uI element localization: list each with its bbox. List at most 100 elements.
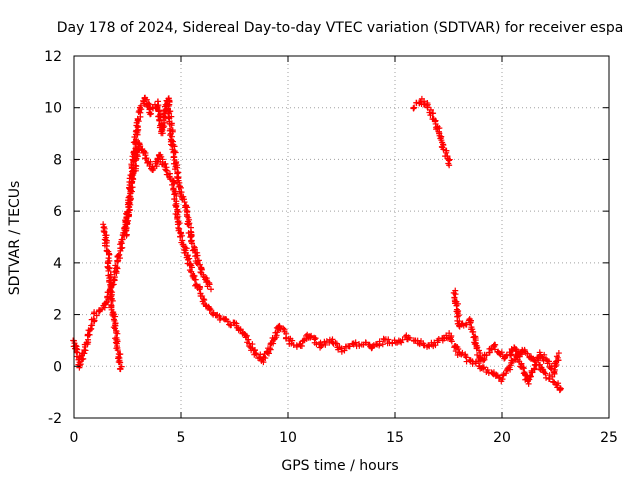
data-point: [189, 240, 196, 247]
data-point: [491, 343, 498, 350]
data-point: [159, 123, 166, 130]
data-point: [533, 361, 540, 368]
data-point: [172, 166, 179, 173]
data-point: [159, 130, 166, 137]
data-point: [484, 366, 491, 373]
data-point: [230, 319, 237, 326]
data-point: [411, 104, 418, 111]
data-point: [100, 227, 107, 234]
data-point: [143, 155, 150, 162]
data-point: [499, 376, 506, 383]
data-point: [113, 264, 120, 271]
data-point: [267, 346, 274, 353]
data-point: [193, 281, 200, 288]
data-point: [188, 237, 195, 244]
data-point: [117, 351, 124, 358]
axis-ticks: [73, 55, 610, 419]
data-point: [520, 365, 527, 372]
data-point: [165, 103, 172, 110]
data-point: [480, 365, 487, 372]
data-point: [158, 153, 165, 160]
data-point: [245, 336, 252, 343]
data-point: [555, 350, 562, 357]
data-point: [531, 365, 538, 372]
data-point: [198, 266, 205, 273]
data-point: [446, 156, 453, 163]
data-point: [557, 385, 564, 392]
data-point: [260, 359, 267, 366]
data-point: [435, 335, 442, 342]
data-point: [168, 122, 175, 129]
data-point: [341, 347, 348, 354]
data-point: [185, 221, 192, 228]
data-point: [459, 320, 466, 327]
data-point: [489, 370, 496, 377]
data-point: [541, 351, 548, 358]
data-point: [77, 361, 84, 368]
data-point: [175, 208, 182, 215]
plot-frame: [73, 55, 610, 419]
data-point: [183, 245, 190, 252]
data-point: [170, 153, 177, 160]
data-point: [193, 282, 200, 289]
y-tick-label: 6: [53, 204, 62, 220]
data-point: [443, 149, 450, 156]
data-point: [177, 233, 184, 240]
x-tick-label: 15: [386, 430, 404, 446]
data-point: [260, 353, 267, 360]
data-point: [137, 102, 144, 109]
data-point: [437, 135, 444, 142]
data-point: [177, 229, 184, 236]
data-point: [246, 343, 253, 350]
data-point: [140, 98, 147, 105]
x-tick-label: 10: [279, 430, 297, 446]
data-point: [134, 153, 141, 160]
data-point: [453, 308, 460, 315]
data-point: [543, 374, 550, 381]
data-point: [126, 200, 133, 207]
data-point: [252, 350, 259, 357]
data-points: [70, 94, 564, 394]
data-point: [227, 322, 234, 329]
data-point: [188, 264, 195, 271]
data-point: [289, 337, 296, 344]
data-point: [385, 336, 392, 343]
data-point: [114, 347, 121, 354]
data-point: [88, 322, 95, 329]
data-point: [172, 149, 179, 156]
data-point: [280, 325, 287, 332]
data-point: [524, 350, 531, 357]
data-point: [446, 162, 453, 169]
data-point: [116, 365, 123, 372]
y-axis-title: SDTVAR / TECUs: [7, 181, 23, 296]
data-point: [187, 234, 194, 241]
data-point: [110, 324, 117, 331]
data-point: [169, 181, 176, 188]
grid-lines: [74, 56, 609, 418]
data-point: [112, 339, 119, 346]
data-point: [376, 338, 383, 345]
data-point: [467, 319, 474, 326]
data-point: [498, 349, 505, 356]
data-point: [474, 351, 481, 358]
data-point: [137, 143, 144, 150]
data-point: [191, 246, 198, 253]
data-point: [207, 286, 214, 293]
data-point: [107, 273, 114, 280]
data-point: [114, 265, 121, 272]
data-point: [129, 170, 136, 177]
data-point: [193, 252, 200, 259]
data-point: [448, 338, 455, 345]
data-point: [517, 363, 524, 370]
data-point: [452, 291, 459, 298]
data-point: [312, 335, 319, 342]
data-point: [508, 351, 515, 358]
data-point: [196, 286, 203, 293]
data-point: [455, 345, 462, 352]
data-point: [90, 315, 97, 322]
data-point: [116, 251, 123, 258]
data-point: [196, 261, 203, 268]
data-point: [547, 365, 554, 372]
data-point: [112, 313, 119, 320]
data-point: [352, 339, 359, 346]
